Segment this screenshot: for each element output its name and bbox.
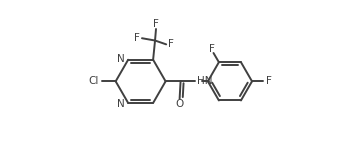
Text: O: O (175, 99, 184, 109)
Text: F: F (134, 33, 140, 43)
Text: HN: HN (197, 76, 212, 86)
Text: N: N (117, 100, 125, 109)
Text: F: F (153, 19, 159, 29)
Text: Cl: Cl (89, 76, 99, 86)
Text: N: N (117, 54, 124, 64)
Text: F: F (266, 76, 272, 86)
Text: F: F (168, 39, 174, 49)
Text: F: F (209, 44, 215, 54)
